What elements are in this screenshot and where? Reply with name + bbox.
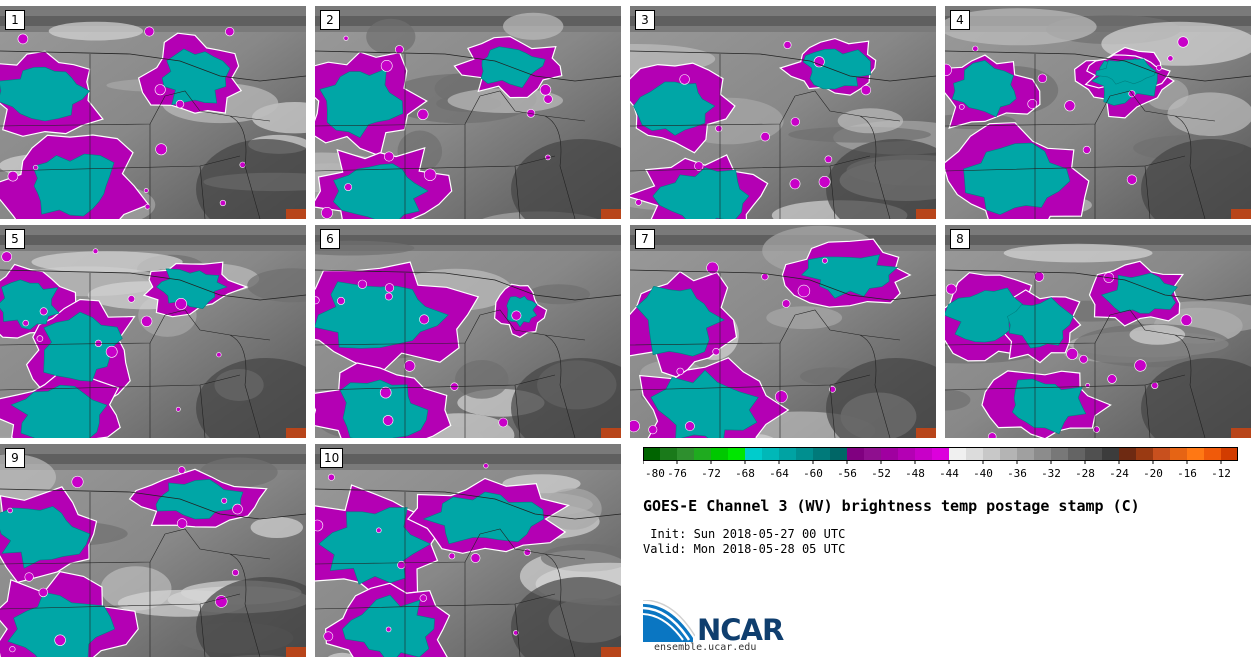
wv-imagery-map <box>630 225 936 438</box>
panel-number: 10 <box>320 448 344 468</box>
stamp-panel-9: 9 <box>0 444 306 657</box>
init-time: Init: Sun 2018-05-27 00 UTC <box>643 527 846 541</box>
colorbar-swatch <box>660 447 677 461</box>
colorbar-tick-label: -52 <box>871 467 891 480</box>
colorbar-swatch <box>796 447 813 461</box>
colorbar-tick-label: -64 <box>769 467 789 480</box>
colorbar: -80 -76 -72 -68 -64 -60 -56 -52 -48 -44 -40 -36 -32 -… <box>643 447 1238 480</box>
colorbar-tick-label: -48 <box>905 467 925 480</box>
panel-number: 8 <box>950 229 970 249</box>
stamp-panel-10: 10 <box>315 444 621 657</box>
colorbar-swatch <box>1119 447 1136 461</box>
panel-number: 7 <box>635 229 655 249</box>
colorbar-swatch <box>830 447 847 461</box>
colorbar-swatch <box>677 447 694 461</box>
colorbar-tick-label: -60 <box>803 467 823 480</box>
wv-imagery-map <box>315 6 621 219</box>
colorbar-tick-label: -72 <box>701 467 721 480</box>
colorbar-tick-label: -16 <box>1177 467 1197 480</box>
wv-imagery-map <box>0 6 306 219</box>
colorbar-swatch <box>745 447 762 461</box>
colorbar-swatch <box>1102 447 1119 461</box>
colorbar-swatch <box>813 447 830 461</box>
colorbar-tick-label: -24 <box>1109 467 1129 480</box>
colorbar-swatch <box>711 447 728 461</box>
colorbar-swatch <box>1017 447 1034 461</box>
colorbar-swatch <box>1221 447 1238 461</box>
ncar-logo-icon <box>643 600 695 642</box>
colorbar-swatch <box>1153 447 1170 461</box>
colorbar-swatch <box>847 447 864 461</box>
colorbar-swatch <box>1136 447 1153 461</box>
panel-number: 6 <box>320 229 340 249</box>
colorbar-tick-label: -20 <box>1143 467 1163 480</box>
colorbar-swatch <box>898 447 915 461</box>
valid-time: Valid: Mon 2018-05-28 05 UTC <box>643 542 846 556</box>
colorbar-tick-label: -28 <box>1075 467 1095 480</box>
colorbar-swatch <box>1204 447 1221 461</box>
colorbar-swatch <box>864 447 881 461</box>
stamp-panel-5: 5 <box>0 225 306 438</box>
stamp-panel-7: 7 <box>630 225 936 438</box>
stamp-panel-6: 6 <box>315 225 621 438</box>
wv-imagery-map <box>0 444 306 657</box>
stamp-panel-3: 3 <box>630 6 936 219</box>
ncar-logo-text: NCAR <box>697 613 784 647</box>
page-title: GOES-E Channel 3 (WV) brightness temp po… <box>643 497 1140 515</box>
stamp-panel-1: 1 <box>0 6 306 219</box>
colorbar-tick-label: -76 <box>667 467 687 480</box>
colorbar-swatch <box>966 447 983 461</box>
colorbar-tick-label: -40 <box>973 467 993 480</box>
colorbar-tick-label: -36 <box>1007 467 1027 480</box>
colorbar-swatch <box>1034 447 1051 461</box>
site-url: ensemble.ucar.edu <box>654 642 757 653</box>
colorbar-swatch <box>881 447 898 461</box>
colorbar-swatch <box>949 447 966 461</box>
colorbar-tick-label: -44 <box>939 467 959 480</box>
panel-number: 9 <box>5 448 25 468</box>
colorbar-swatch <box>1085 447 1102 461</box>
wv-imagery-map <box>945 6 1251 219</box>
colorbar-tick-label: -68 <box>735 467 755 480</box>
stamp-panel-8: 8 <box>945 225 1251 438</box>
colorbar-swatch <box>1000 447 1017 461</box>
colorbar-swatch <box>983 447 1000 461</box>
stamp-panel-2: 2 <box>315 6 621 219</box>
colorbar-swatch <box>728 447 745 461</box>
panel-number: 5 <box>5 229 25 249</box>
wv-imagery-map <box>945 225 1251 438</box>
colorbar-swatch <box>1068 447 1085 461</box>
panel-number: 3 <box>635 10 655 30</box>
colorbar-swatch <box>1187 447 1204 461</box>
colorbar-swatch <box>779 447 796 461</box>
colorbar-tick-label: -56 <box>837 467 857 480</box>
colorbar-tick-label: -32 <box>1041 467 1061 480</box>
stamp-panel-4: 4 <box>945 6 1251 219</box>
colorbar-swatch <box>932 447 949 461</box>
panel-number: 1 <box>5 10 25 30</box>
wv-imagery-map <box>315 225 621 438</box>
colorbar-swatch <box>762 447 779 461</box>
wv-imagery-map <box>315 444 621 657</box>
colorbar-swatch <box>1051 447 1068 461</box>
colorbar-swatch <box>915 447 932 461</box>
wv-imagery-map <box>630 6 936 219</box>
panel-number: 2 <box>320 10 340 30</box>
colorbar-tick-label: -80 <box>645 467 665 480</box>
colorbar-swatch <box>694 447 711 461</box>
colorbar-swatch <box>643 447 660 461</box>
wv-imagery-map <box>0 225 306 438</box>
panel-number: 4 <box>950 10 970 30</box>
colorbar-swatch <box>1170 447 1187 461</box>
colorbar-tick-label: -12 <box>1211 467 1231 480</box>
